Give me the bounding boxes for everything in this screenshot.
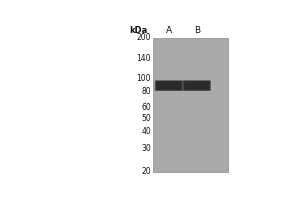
Text: A: A <box>166 26 172 35</box>
FancyBboxPatch shape <box>185 82 209 90</box>
FancyBboxPatch shape <box>183 80 211 91</box>
Text: 20: 20 <box>141 167 151 176</box>
Bar <box>153 38 228 172</box>
FancyBboxPatch shape <box>155 80 183 91</box>
FancyBboxPatch shape <box>157 82 181 90</box>
FancyBboxPatch shape <box>155 81 182 91</box>
FancyBboxPatch shape <box>185 82 208 89</box>
Text: 100: 100 <box>136 74 151 83</box>
Text: 30: 30 <box>141 144 151 153</box>
FancyBboxPatch shape <box>156 81 182 90</box>
FancyBboxPatch shape <box>158 82 180 89</box>
Text: 140: 140 <box>136 54 151 63</box>
Text: 80: 80 <box>141 87 151 96</box>
Text: kDa: kDa <box>130 26 148 35</box>
Text: 40: 40 <box>141 127 151 136</box>
FancyBboxPatch shape <box>184 81 210 90</box>
Text: 60: 60 <box>141 103 151 112</box>
Text: 50: 50 <box>141 114 151 123</box>
Text: B: B <box>194 26 200 35</box>
FancyBboxPatch shape <box>183 81 210 91</box>
Text: 200: 200 <box>136 33 151 42</box>
